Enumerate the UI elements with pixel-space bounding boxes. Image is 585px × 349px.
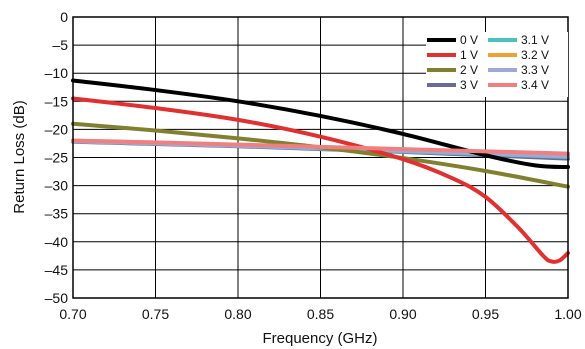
series-line-0v bbox=[71, 78, 570, 170]
legend-label-3-1v: 3.1 V bbox=[521, 33, 549, 47]
y-tick-label: –40 bbox=[45, 234, 69, 250]
legend: 0 V1 V2 V3 V 3.1 V3.2 V3.3 V3.4 V bbox=[426, 32, 568, 97]
y-axis-label: Return Loss (dB) bbox=[11, 100, 28, 213]
legend-label-3-3v: 3.3 V bbox=[521, 63, 549, 77]
y-tick-label: –5 bbox=[52, 37, 68, 53]
legend-label-2v: 2 V bbox=[460, 63, 478, 77]
series-layer bbox=[71, 78, 570, 264]
x-tick-label: 0.75 bbox=[142, 306, 169, 322]
y-tick-label: –45 bbox=[45, 262, 69, 278]
y-tick-label: 0 bbox=[60, 9, 68, 25]
x-tick-label: 0.85 bbox=[307, 306, 334, 322]
x-tick-label: 0.95 bbox=[472, 306, 499, 322]
y-tick-label: –15 bbox=[45, 93, 69, 109]
x-tick-label: 0.70 bbox=[59, 306, 86, 322]
series-line-1v bbox=[71, 96, 570, 264]
y-tick-label: –25 bbox=[45, 150, 69, 166]
series-line-3-4v bbox=[71, 138, 570, 156]
y-tick-label: –50 bbox=[45, 290, 69, 306]
x-tick-labels: 0.70 0.75 0.80 0.85 0.90 0.95 1.00 bbox=[59, 306, 581, 322]
y-tick-label: –30 bbox=[45, 178, 69, 194]
x-axis-label: Frequency (GHz) bbox=[262, 330, 377, 347]
y-tick-label: –20 bbox=[45, 121, 69, 137]
legend-label-1v: 1 V bbox=[460, 48, 478, 62]
y-tick-label: –10 bbox=[45, 65, 69, 81]
x-tick-label: 0.90 bbox=[389, 306, 416, 322]
legend-label-3-2v: 3.2 V bbox=[521, 48, 549, 62]
y-tick-labels: 0 –5 –10 –15 –20 –25 –30 –35 –40 –45 –50 bbox=[45, 9, 69, 306]
plot-border bbox=[72, 16, 569, 299]
x-tick-label: 1.00 bbox=[554, 306, 581, 322]
x-tick-label: 0.80 bbox=[224, 306, 251, 322]
legend-label-0v: 0 V bbox=[460, 33, 478, 47]
legend-label-3v: 3 V bbox=[460, 78, 478, 92]
legend-label-3-4v: 3.4 V bbox=[521, 78, 549, 92]
y-tick-label: –35 bbox=[45, 206, 69, 222]
